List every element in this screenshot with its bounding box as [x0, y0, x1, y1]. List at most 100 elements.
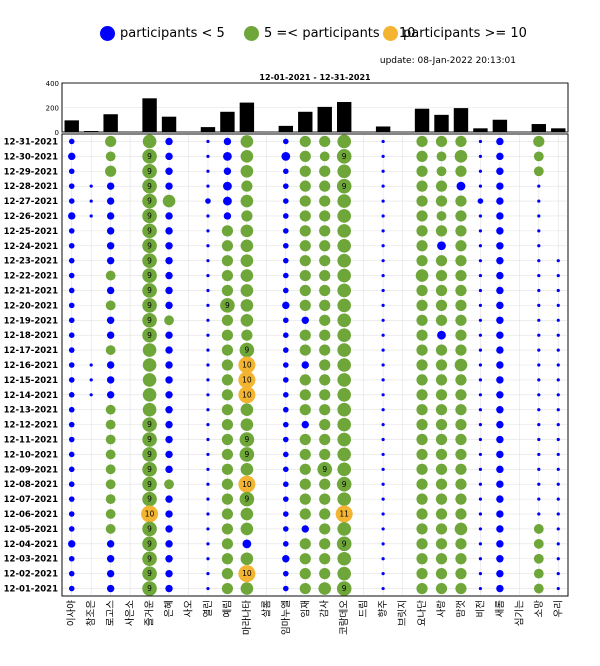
bubble-point: [221, 433, 234, 446]
bubble-point: [68, 377, 75, 383]
bubble-point: [221, 284, 234, 297]
bubble-point: [283, 317, 289, 324]
bubble-point: [283, 466, 289, 473]
bubble-value-label: 9: [147, 495, 152, 504]
bubble-point: [165, 212, 173, 220]
bubble-point: [435, 553, 448, 565]
bubble-point: [165, 584, 173, 593]
bubble-point: [142, 432, 157, 447]
bubble-point: [68, 332, 75, 338]
category-tick-label: 요나단: [417, 600, 428, 626]
bubble-point: [381, 557, 385, 561]
bubble-value-label: 10: [242, 390, 252, 399]
bubble-point: [436, 211, 447, 221]
bubble-value-label: 9: [147, 197, 152, 206]
bubble-point: [319, 448, 331, 461]
bar-5: [142, 98, 157, 132]
bubble-point: [337, 253, 351, 268]
bubble-point: [89, 378, 93, 382]
bubble-point: [455, 389, 467, 401]
bubble-point: [105, 300, 116, 311]
bubble-point: [416, 255, 428, 267]
date-tick-label: 12-14-2021: [4, 391, 58, 401]
bubble-point: [381, 423, 385, 427]
bubble-point: [206, 273, 210, 278]
bubble-point: [336, 178, 352, 194]
bubble-point: [435, 448, 448, 461]
bubble-point: [381, 542, 385, 546]
bubble-point: [283, 526, 289, 532]
bubble-point: [206, 229, 210, 233]
bubble-point: [240, 299, 254, 312]
bubble-point: [478, 363, 483, 367]
bubble-point: [455, 419, 467, 431]
bubble-point: [537, 318, 541, 322]
bubble-point: [415, 269, 429, 282]
bubble-point: [89, 199, 93, 203]
bubble-point: [537, 214, 541, 218]
bubble-point: [223, 212, 232, 220]
bubble-point: [556, 423, 560, 427]
bubble-point: [283, 168, 289, 175]
bubble-point: [455, 269, 467, 282]
bubble-point: [416, 374, 428, 386]
date-tick-label: 12-23-2021: [4, 257, 58, 267]
bubble-point: [240, 224, 254, 238]
bubble-point: [142, 163, 157, 179]
date-tick-label: 12-15-2021: [4, 376, 58, 386]
date-tick-label: 12-24-2021: [4, 242, 58, 252]
bubble-value-label: 9: [147, 316, 152, 325]
date-tick-label: 12-21-2021: [4, 286, 58, 296]
bubble-point: [435, 195, 448, 207]
legend-label-high: participants >= 10: [403, 25, 527, 41]
bar-22: [473, 128, 488, 132]
bubble-point: [455, 210, 467, 222]
bubble-point: [435, 284, 448, 297]
bubble-point: [165, 420, 173, 429]
bubble-point: [283, 228, 289, 234]
bubble-point: [89, 393, 93, 397]
bubble-point: [240, 194, 254, 208]
bubble-point: [142, 551, 157, 567]
bubble-point: [283, 481, 289, 488]
bubble-point: [165, 346, 173, 354]
bubble-point: [556, 452, 560, 457]
bubble-point: [283, 511, 289, 517]
legend-item-high: participants >= 10: [383, 18, 527, 48]
bubble-point: [496, 346, 504, 354]
bubble-point: [142, 402, 157, 417]
bubble-point: [206, 378, 210, 382]
bubble-point: [239, 342, 255, 358]
date-tick-label: 12-03-2021: [4, 555, 58, 565]
bar-13: [298, 111, 313, 132]
category-tick-label: 임재: [299, 600, 311, 617]
bubble-point: [455, 374, 467, 386]
bubble-point: [142, 223, 157, 239]
bubble-point: [478, 527, 483, 531]
bubble-point: [105, 345, 116, 355]
bubble-point: [68, 198, 75, 204]
bubble-point: [319, 538, 331, 550]
bubble-point: [416, 180, 428, 192]
bubble-point: [455, 568, 467, 580]
bubble-point: [478, 303, 483, 307]
date-tick-label: 12-13-2021: [4, 406, 58, 416]
bubble-point: [454, 150, 468, 163]
bubble-point: [68, 466, 75, 473]
bubble-value-label: 9: [147, 435, 152, 444]
bubble-point: [496, 242, 504, 250]
grid-axes-border: [61, 133, 569, 597]
bubble-point: [283, 421, 289, 428]
bubble-point: [238, 565, 256, 583]
bubble-point: [299, 374, 311, 386]
bar-3: [103, 114, 118, 132]
bubble-point: [301, 361, 309, 369]
bubble-point: [165, 137, 173, 146]
category-tick-label: 브릿지: [397, 600, 409, 626]
bubble-point: [537, 333, 541, 337]
attendance-chart: 12-01-2021 - 12-31-2021 0 200 400 9 9 9 9 9 9 9 9 9 9…: [4, 73, 569, 635]
bubble-point: [381, 199, 385, 203]
bubble-point: [299, 448, 311, 461]
bubble-point: [496, 256, 504, 265]
bubble-point: [68, 436, 75, 443]
